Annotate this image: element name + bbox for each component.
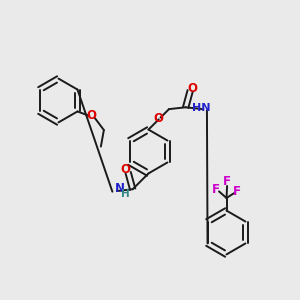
Text: H: H — [121, 189, 130, 199]
Text: F: F — [223, 175, 231, 188]
Text: O: O — [121, 163, 131, 176]
Text: O: O — [154, 112, 164, 125]
Text: F: F — [233, 185, 241, 198]
Text: O: O — [187, 82, 197, 95]
Text: O: O — [87, 109, 97, 122]
Text: F: F — [212, 183, 220, 196]
Text: HN: HN — [192, 103, 211, 113]
Text: N: N — [115, 182, 125, 196]
